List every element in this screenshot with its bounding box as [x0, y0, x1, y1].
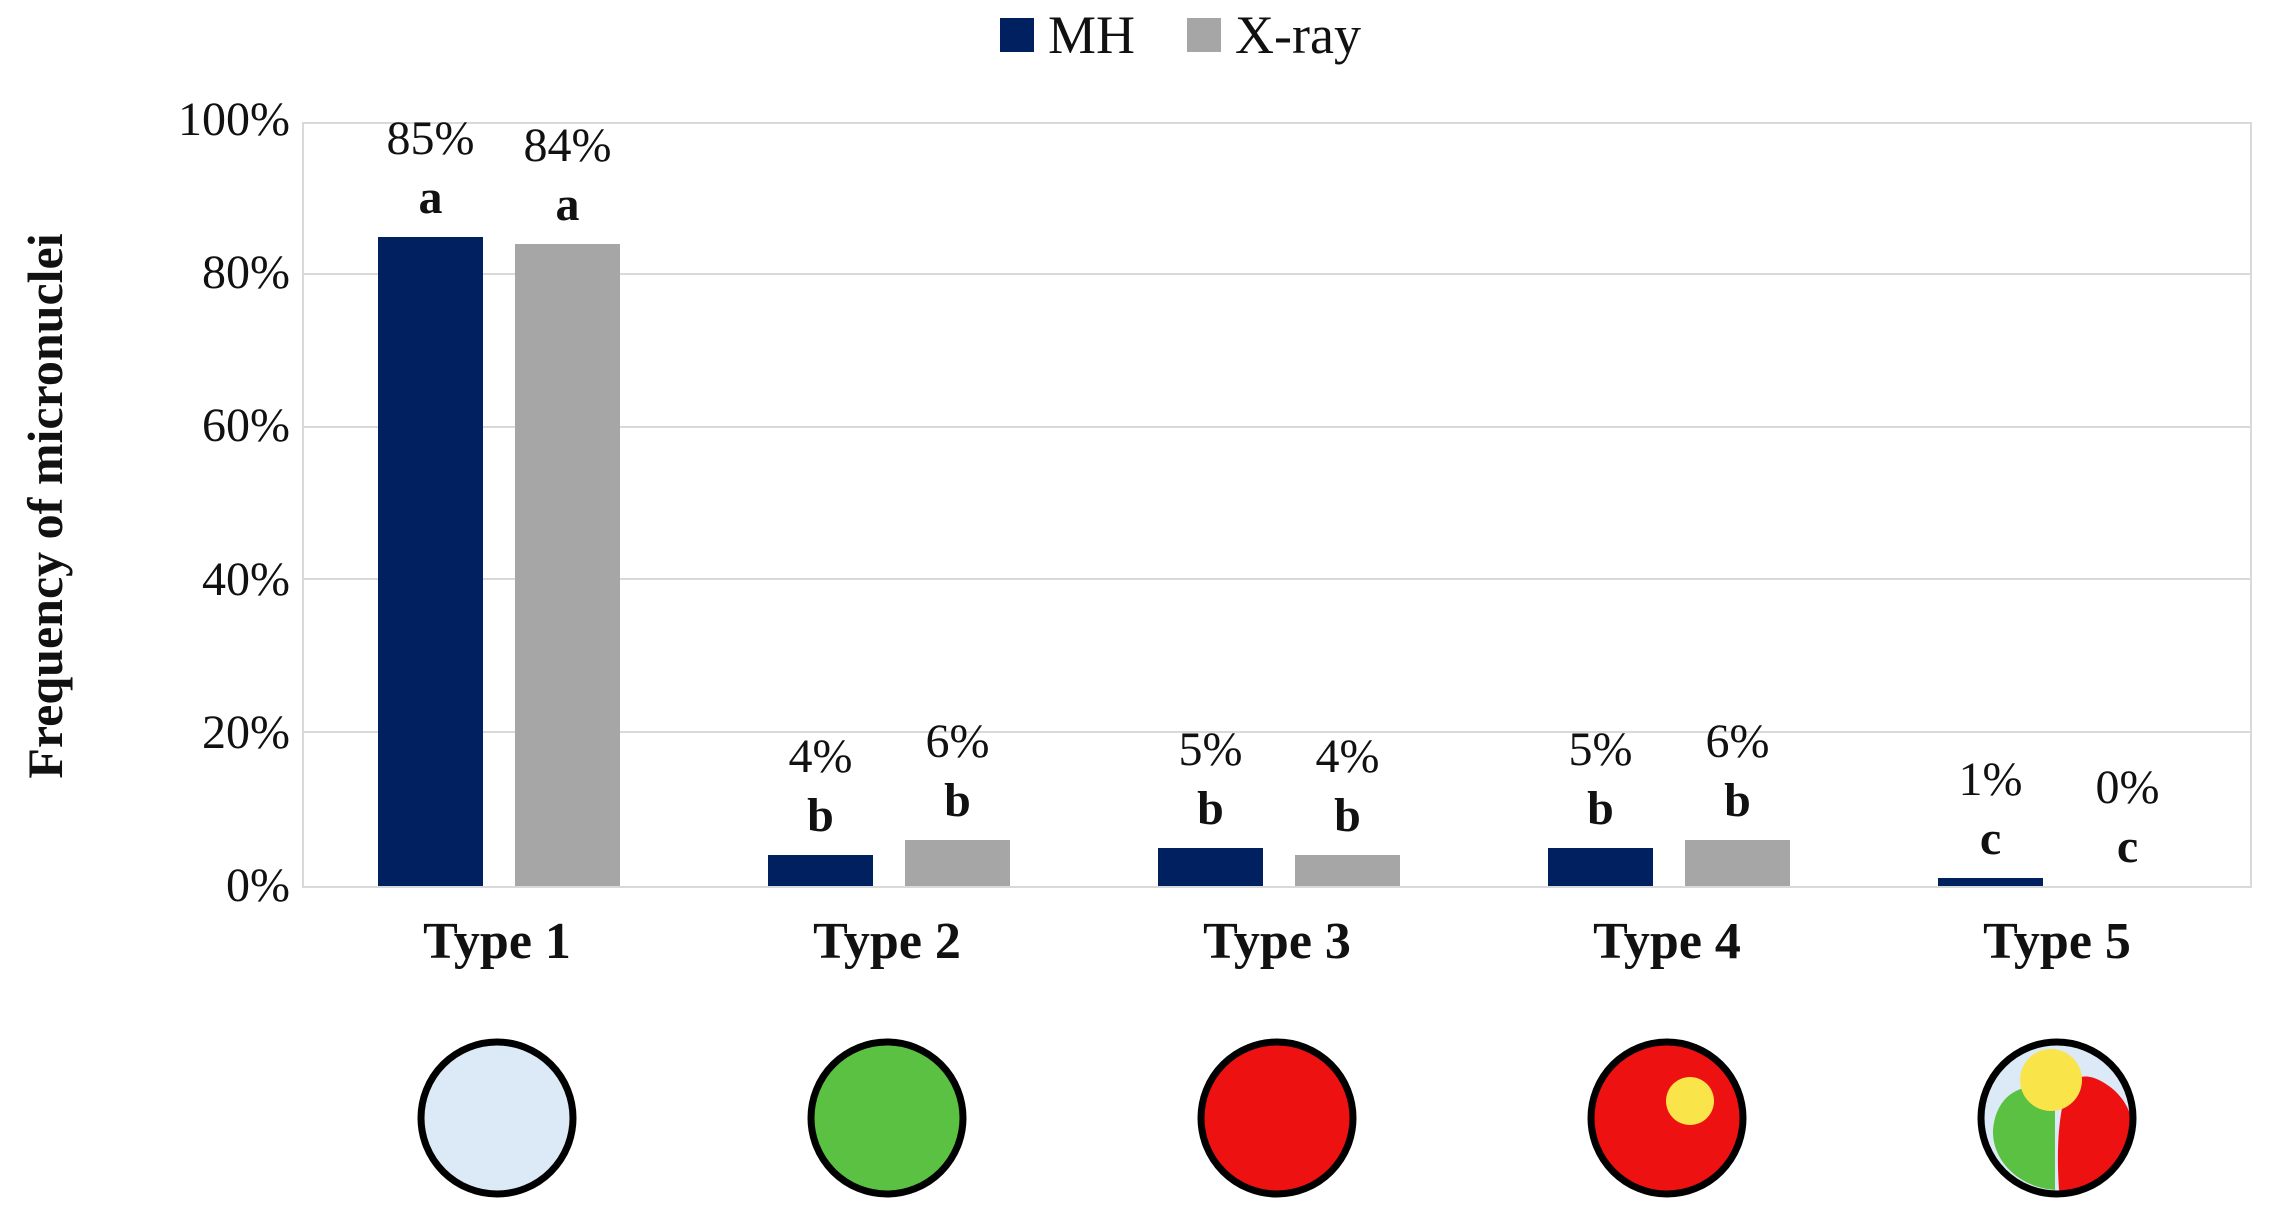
bar-x-ray-2 [905, 840, 1010, 886]
legend-item-mh: MH [1000, 8, 1135, 62]
bar-labels-mh-4: 5% b [1471, 724, 1731, 836]
bar-labels-x-ray-2: 6% b [828, 716, 1088, 828]
significance-letter: a [418, 171, 443, 225]
significance-letter: c [2116, 820, 2139, 874]
bar-value-label: 5% [1568, 723, 1633, 777]
bar-labels-mh-2: 4% b [691, 731, 951, 843]
bar-labels-x-ray-3: 4% b [1218, 731, 1478, 843]
xray-swatch-icon [1187, 18, 1222, 52]
type-4-cell-icon [1587, 1038, 1747, 1198]
significance-letter: b [1587, 782, 1614, 836]
gridline-40pct [304, 578, 2250, 581]
bar-value-label: 6% [1705, 715, 1770, 769]
type-3-cell-icon [1197, 1038, 1357, 1198]
legend-item-xray: X-ray [1187, 8, 1361, 62]
bar-value-label: 6% [925, 715, 990, 769]
bar-value-label: 0% [2095, 761, 2160, 815]
y-tick-label-20pct: 20% [202, 705, 290, 759]
significance-letter: b [1724, 774, 1751, 828]
y-axis-title: Frequency of micronuclei [17, 233, 73, 779]
type-1-cell-icon [417, 1038, 577, 1198]
bar-labels-mh-3: 5% b [1081, 724, 1341, 836]
gridline-80pct [304, 272, 2250, 275]
bar-value-label: 84% [523, 119, 612, 173]
bar-labels-x-ray-5: 0% c [1998, 762, 2258, 874]
legend: MH X-ray [1000, 8, 1361, 62]
bar-value-label: 5% [1178, 723, 1243, 777]
y-tick-label-0pct: 0% [226, 859, 290, 912]
y-tick-label-60pct: 60% [202, 399, 290, 453]
significance-letter: b [1334, 789, 1361, 843]
legend-label-xray: X-ray [1235, 5, 1361, 65]
bar-x-ray-4 [1685, 840, 1790, 886]
x-category-label-3: Type 3 [1203, 913, 1351, 970]
mh-swatch-icon [1000, 18, 1034, 52]
gridline-20pct [304, 731, 2250, 734]
y-tick-label-40pct: 40% [202, 552, 290, 606]
bar-mh-1 [378, 237, 483, 886]
x-category-label-2: Type 2 [813, 913, 961, 970]
bar-mh-5 [1938, 878, 2043, 886]
bar-value-label: 1% [1958, 753, 2023, 807]
x-category-label-5: Type 5 [1983, 913, 2131, 970]
bar-labels-mh-1: 85% a [301, 113, 561, 225]
bar-mh-4 [1548, 848, 1653, 886]
x-category-label-1: Type 1 [423, 913, 571, 970]
type-2-cell-icon [807, 1038, 967, 1198]
bar-labels-x-ray-1: 84% a [438, 120, 698, 232]
plot-area: 85% a 84% a 4% b 6% b 5% b 4% b 5% b 6% b 1% c 0% c [302, 113, 2252, 888]
legend-label-mh: MH [1048, 5, 1136, 65]
bar-value-label: 4% [1315, 730, 1380, 784]
y-tick-label-80pct: 80% [202, 246, 290, 300]
significance-letter: c [1979, 812, 2002, 866]
bar-labels-x-ray-4: 6% b [1608, 716, 1868, 828]
bar-value-label: 4% [788, 730, 853, 784]
significance-letter: b [944, 774, 971, 828]
bar-mh-2 [768, 855, 873, 886]
gridline-60pct [304, 425, 2250, 428]
significance-letter: a [555, 178, 580, 232]
bar-value-label: 85% [386, 112, 475, 166]
bar-x-ray-3 [1295, 855, 1400, 886]
x-category-label-4: Type 4 [1593, 913, 1741, 970]
bar-mh-3 [1158, 848, 1263, 886]
bar-x-ray-1 [515, 244, 620, 886]
y-tick-label-100pct: 100% [178, 93, 290, 146]
type-5-cell-icon [1977, 1038, 2137, 1198]
significance-letter: b [1197, 782, 1224, 836]
significance-letter: b [807, 789, 834, 843]
bar-labels-mh-5: 1% c [1861, 754, 2121, 866]
